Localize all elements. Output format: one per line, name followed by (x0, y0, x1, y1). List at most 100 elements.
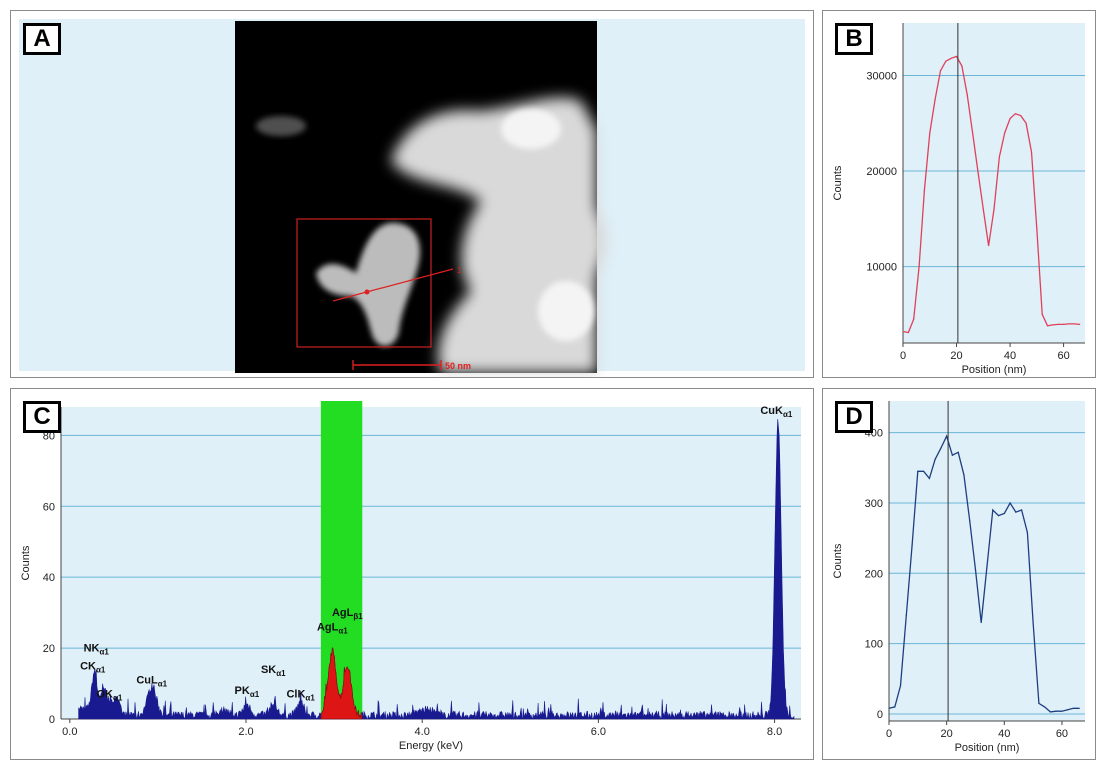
x-tick-label: 0 (900, 350, 906, 362)
y-tick-label: 40 (43, 572, 55, 584)
y-axis-label: Counts (832, 165, 844, 200)
data-point (1055, 710, 1057, 712)
data-point (1052, 324, 1054, 326)
data-point (988, 244, 990, 247)
data-point (899, 685, 902, 687)
chart-b: 10000 20000 30000 0 20 40 60 Position (nm) Count… (832, 23, 1085, 376)
data-point (929, 132, 931, 134)
data-point (1046, 325, 1049, 327)
data-point (1073, 323, 1075, 325)
data-point (1044, 706, 1046, 708)
peak-label: CKα1 (80, 660, 106, 674)
y-tick-label: 0 (49, 714, 55, 726)
data-point (955, 55, 958, 58)
y-axis-label: Counts (20, 545, 32, 580)
data-point (1049, 711, 1052, 713)
data-point (934, 458, 936, 460)
x-tick-label: 60 (1056, 728, 1068, 740)
x-tick-label: 20 (941, 728, 953, 740)
data-point (1015, 511, 1017, 513)
data-point (939, 70, 942, 72)
data-point (980, 621, 982, 624)
selection-box (296, 218, 432, 348)
data-point (946, 435, 948, 437)
data-point (928, 477, 930, 479)
y-tick-label: 20 (43, 643, 55, 655)
x-axis-label: Position (nm) (955, 742, 1020, 754)
data-point (923, 189, 926, 191)
y-axis-label: Counts (832, 543, 844, 578)
data-point (1014, 113, 1017, 115)
data-point (911, 544, 913, 546)
x-tick-label: 4.0 (415, 726, 430, 738)
data-point (934, 98, 936, 101)
line-scan-path (332, 268, 454, 302)
peak-label: AgLα1 (317, 621, 348, 635)
data-point (1057, 323, 1059, 325)
panel-label-c: C (23, 401, 61, 433)
plot-area (903, 23, 1085, 343)
data-point (963, 474, 965, 476)
line-scan-end-label: 1 (457, 266, 462, 275)
data-point (1020, 115, 1022, 117)
data-point (913, 318, 915, 320)
spectrum-area (78, 419, 795, 720)
data-point (1003, 512, 1005, 515)
panel-b: 10000 20000 30000 0 20 40 60 Position (nm) Count… (822, 10, 1096, 378)
data-point (1032, 621, 1034, 624)
data-point (894, 706, 896, 708)
data-point (1009, 117, 1011, 120)
y-tick-label: 300 (865, 498, 883, 510)
x-tick-label: 2.0 (238, 726, 253, 738)
data-point (986, 565, 988, 567)
data-point (997, 515, 1000, 517)
x-tick-label: 40 (1004, 350, 1016, 362)
x-tick-label: 40 (998, 728, 1010, 740)
data-point (1004, 132, 1006, 134)
highlight-band (320, 401, 363, 719)
data-point (1030, 151, 1033, 153)
data-point (1062, 323, 1065, 325)
data-point (902, 330, 904, 333)
chart-c: 0 20 40 60 80 0.0 2.0 4.0 6.0 8.0 Energy (keV) Coun… (20, 401, 801, 752)
scale-bar-label: 50 nm (445, 361, 471, 371)
data-point (982, 208, 984, 210)
data-point (1068, 323, 1070, 325)
data-point (940, 447, 942, 449)
series-line (902, 55, 1080, 334)
data-point (950, 57, 952, 59)
y-tick-label: 20000 (866, 166, 897, 178)
peak-label: PKα1 (235, 685, 260, 699)
data-point (1061, 710, 1063, 712)
x-tick-label: 20 (950, 350, 962, 362)
panel-a: 1 50 nm A (10, 10, 814, 378)
panel-label-d: D (835, 401, 873, 433)
y-tick-label: 60 (43, 501, 55, 513)
panel-a-image: 1 50 nm (19, 19, 805, 374)
data-point (977, 170, 979, 172)
data-point (1078, 707, 1080, 709)
x-tick-label: 6.0 (591, 726, 606, 738)
series-line (888, 434, 1080, 713)
data-point (1025, 122, 1027, 124)
data-point (1038, 702, 1040, 705)
y-tick-label: 80 (43, 430, 55, 442)
peak-label: CuLα1 (136, 675, 167, 689)
data-point (1079, 323, 1081, 325)
x-tick-label: 0 (886, 728, 892, 740)
data-point (966, 94, 968, 96)
peak-label: SKα1 (261, 664, 286, 678)
peak-label: CuKα1 (760, 405, 793, 419)
peak-label: OKα1 (97, 689, 123, 703)
plot-area (61, 407, 801, 719)
data-point (1067, 709, 1069, 711)
panel-d: 0 100 200 300 400 0 20 40 60 Position (nm) Counts … (822, 388, 1096, 760)
y-tick-label: 100 (865, 639, 883, 651)
data-point (907, 331, 909, 334)
data-point (918, 265, 920, 268)
data-point (1072, 707, 1075, 709)
x-axis-label: Position (nm) (962, 364, 1027, 376)
x-tick-label: 0.0 (62, 726, 77, 738)
peak-label: AgLβ1 (332, 607, 363, 621)
data-point (951, 454, 954, 456)
